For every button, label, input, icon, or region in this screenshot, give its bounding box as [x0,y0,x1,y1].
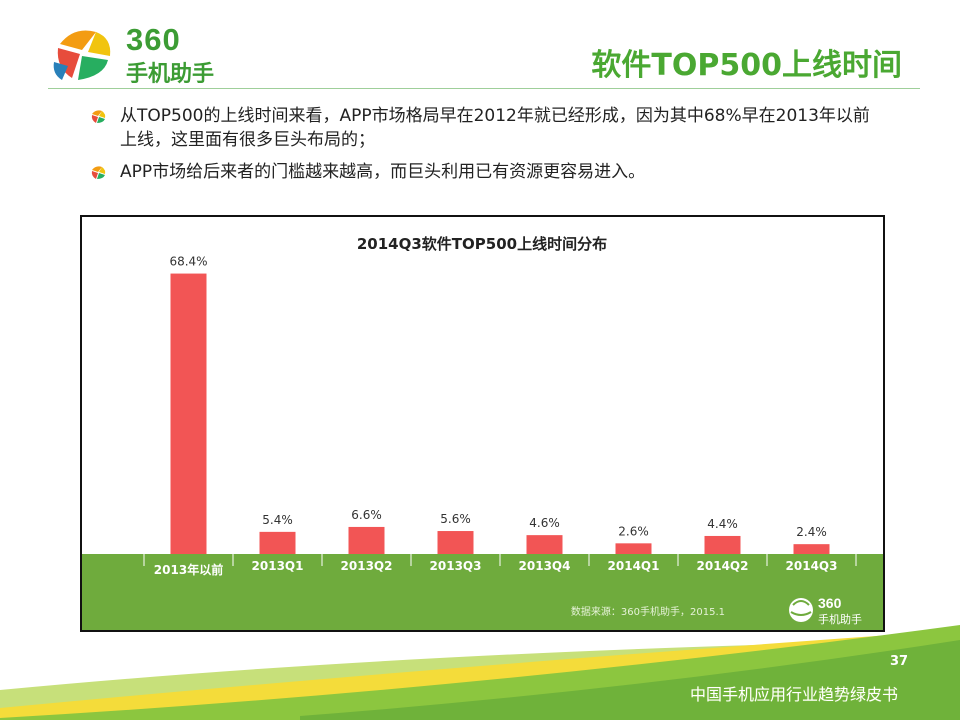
title-divider [48,88,920,89]
badge-logo: 360 手机助手 [789,595,862,626]
bullet-text: 从TOP500的上线时间来看，APP市场格局早在2012年就已经形成，因为其中6… [120,106,870,150]
x-tick-label: 2013Q4 [519,559,571,573]
bar-data-label: 2.4% [796,525,827,539]
bar-data-label: 5.6% [440,512,471,526]
logo-ball-icon [53,30,111,80]
bar-chart: 2014Q3软件TOP500上线时间分布 68.4% 2013年以前 5.4% 201… [82,235,883,630]
x-tick-label: 2013年以前 [154,562,223,577]
x-tick-label: 2014Q1 [608,559,660,573]
bullet-text: APP市场给后来者的门槛越来越高，而巨头利用已有资源更容易进入。 [120,162,646,182]
badge-text: 手机助手 [818,612,862,626]
x-tick-label: 2013Q2 [341,559,393,573]
logo-number: 360 [126,22,181,57]
chart-source: 数据来源：360手机助手，2015.1 [571,605,725,618]
chart-bar [259,531,296,554]
chart-bar [615,543,652,554]
footer-text: 中国手机应用行业趋势绿皮书 [690,685,899,704]
page-title: 软件TOP500上线时间 [591,48,902,83]
chart-bar [704,535,741,554]
chart-bar [437,531,474,554]
bar-data-label: 2.6% [618,524,649,538]
bar-data-label: 4.4% [707,517,738,531]
chart-bar [526,535,563,554]
x-tick-label: 2013Q1 [252,559,304,573]
bar-data-label: 4.6% [529,516,560,530]
bullet-item: 从TOP500的上线时间来看，APP市场格局早在2012年就已经形成，因为其中6… [90,104,870,152]
bullet-list: 从TOP500的上线时间来看，APP市场格局早在2012年就已经形成，因为其中6… [90,104,870,192]
page-number: 37 [890,654,909,669]
bullet-item: APP市场给后来者的门槛越来越高，而巨头利用已有资源更容易进入。 [90,160,870,184]
chart-title: 2014Q3软件TOP500上线时间分布 [357,235,607,253]
bullet-ball-icon [91,166,106,179]
chart-bar [170,273,207,554]
chart-category-band [82,554,883,630]
bullet-ball-icon [91,110,106,123]
x-tick-label: 2014Q3 [786,559,838,573]
bar-data-label: 6.6% [351,508,382,522]
logo-text: 手机助手 [126,62,215,87]
x-tick-label: 2014Q2 [697,559,749,573]
bar-data-label: 68.4% [169,255,207,269]
brand-logo: 360 手机助手 [52,22,242,87]
badge-number: 360 [818,595,842,611]
chart-bar [793,544,830,554]
x-tick-label: 2013Q3 [430,559,482,573]
chart-frame: 2014Q3软件TOP500上线时间分布 68.4% 2013年以前 5.4% 201… [80,215,885,632]
chart-bar [348,526,385,554]
bar-data-label: 5.4% [262,513,293,527]
